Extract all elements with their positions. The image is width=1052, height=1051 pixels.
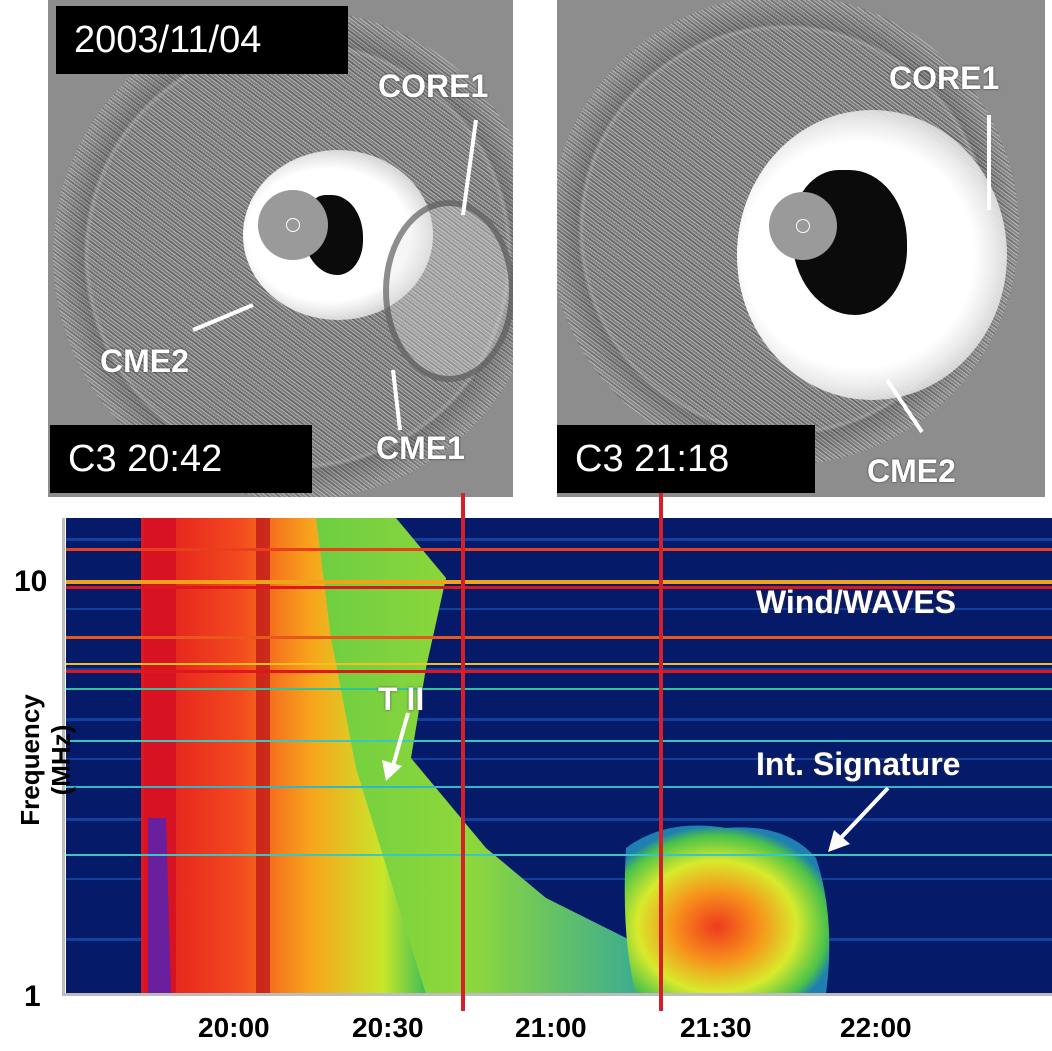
y-tick-10: 10: [14, 565, 48, 598]
time-label-right: C3 21:18: [557, 425, 815, 493]
coronagraph-image-left: CORE1 CME2 CME1: [48, 0, 513, 497]
feature-label-core1: CORE1: [378, 68, 489, 104]
x-tick-2000: 20:00: [198, 1012, 270, 1043]
feature-label-core1: CORE1: [889, 60, 1000, 96]
feature-label-cme2: CME2: [100, 343, 189, 379]
date-label: 2003/11/04: [56, 6, 348, 74]
y-axis-line: [62, 518, 65, 996]
x-tick-2100: 21:00: [515, 1012, 587, 1043]
y-tick-1: 1: [24, 980, 41, 1013]
spectrogram-image: [66, 518, 1052, 994]
coronagraph-image-right: CORE1 CME2: [557, 0, 1045, 497]
feature-pointer-lines: [885, 115, 991, 434]
x-tick-2030: 20:30: [352, 1012, 424, 1043]
annotation-type-ii: T II: [378, 681, 425, 717]
feature-label-cme1: CME1: [376, 430, 465, 466]
time-label-left: C3 20:42: [50, 425, 312, 493]
y-axis-label: Frequency (MHz): [15, 694, 76, 826]
time-marker-2118: [659, 493, 663, 1011]
x-tick-2200: 22:00: [840, 1012, 912, 1043]
occulter-disk: [258, 190, 328, 260]
x-axis-line: [62, 993, 1052, 996]
radio-spectrogram: Wind/WAVES T II Int. Signature: [66, 518, 1052, 994]
cme1-loop: [383, 200, 513, 382]
annotation-int-signature: Int. Signature: [756, 746, 961, 782]
instrument-label: Wind/WAVES: [756, 584, 956, 620]
feature-label-cme2: CME2: [867, 453, 956, 489]
feature-pointer-lines: [192, 119, 478, 431]
x-tick-2130: 21:30: [680, 1012, 752, 1043]
occulter-disk: [769, 192, 837, 260]
annotation-arrows: [382, 712, 890, 852]
time-marker-2042: [461, 493, 465, 1011]
